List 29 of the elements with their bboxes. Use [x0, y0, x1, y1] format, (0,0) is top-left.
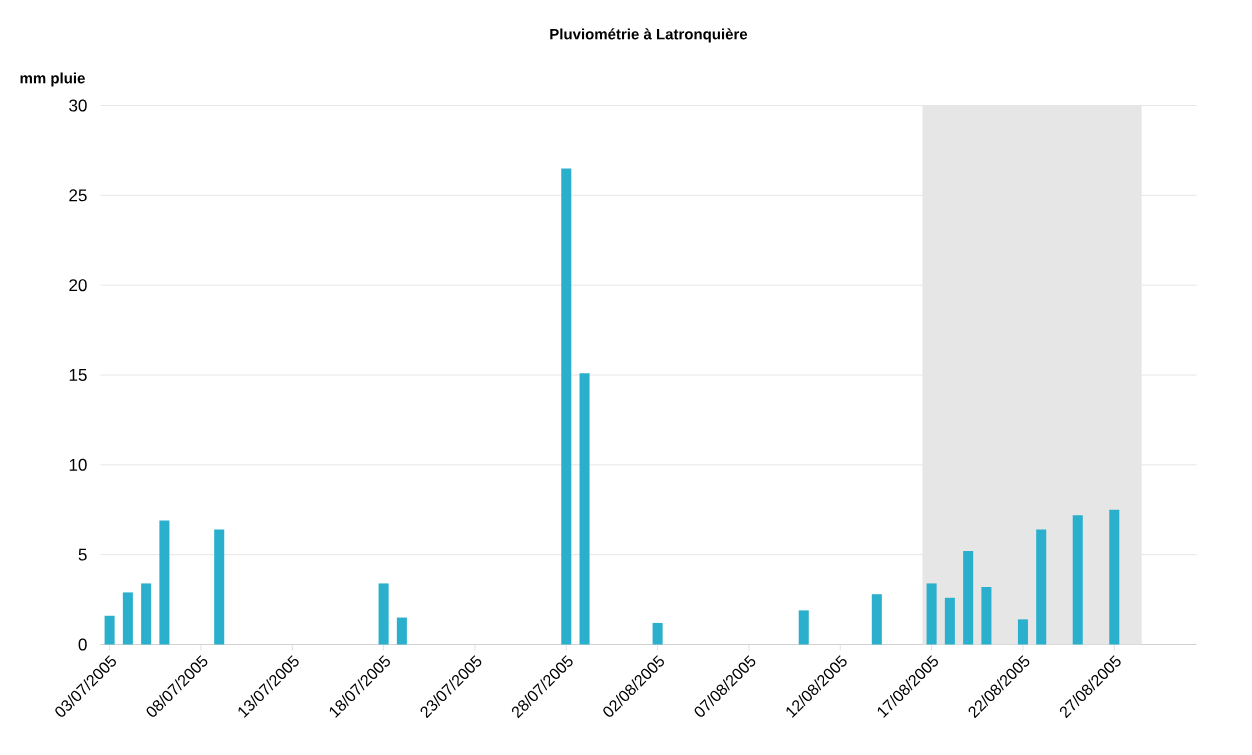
y-tick-label: 20	[69, 279, 87, 292]
bar	[652, 622, 663, 645]
bar	[871, 594, 882, 645]
bar	[122, 592, 133, 645]
bar	[1072, 515, 1083, 645]
y-tick-label: 25	[69, 189, 87, 202]
bar	[159, 520, 170, 645]
y-tick-label: 5	[78, 548, 87, 561]
bar	[378, 583, 389, 645]
bar	[981, 587, 992, 645]
bar	[214, 529, 225, 645]
chart-title: Pluviométrie à Latronquière	[550, 28, 748, 43]
y-tick-label: 0	[78, 638, 87, 651]
bar	[926, 583, 937, 645]
bar	[396, 617, 407, 645]
y-axis-title: mm pluie	[20, 72, 85, 87]
bar	[1109, 509, 1120, 645]
bar	[561, 168, 572, 645]
bar	[1036, 529, 1047, 645]
bar	[963, 551, 974, 645]
y-tick-label: 10	[69, 458, 87, 471]
y-tick-label: 30	[69, 99, 87, 112]
bar	[944, 597, 955, 645]
y-tick-label: 15	[69, 369, 87, 381]
bar	[104, 615, 115, 645]
bar	[1017, 619, 1028, 645]
bar	[579, 373, 590, 645]
bar	[798, 610, 809, 645]
bar	[141, 583, 152, 645]
